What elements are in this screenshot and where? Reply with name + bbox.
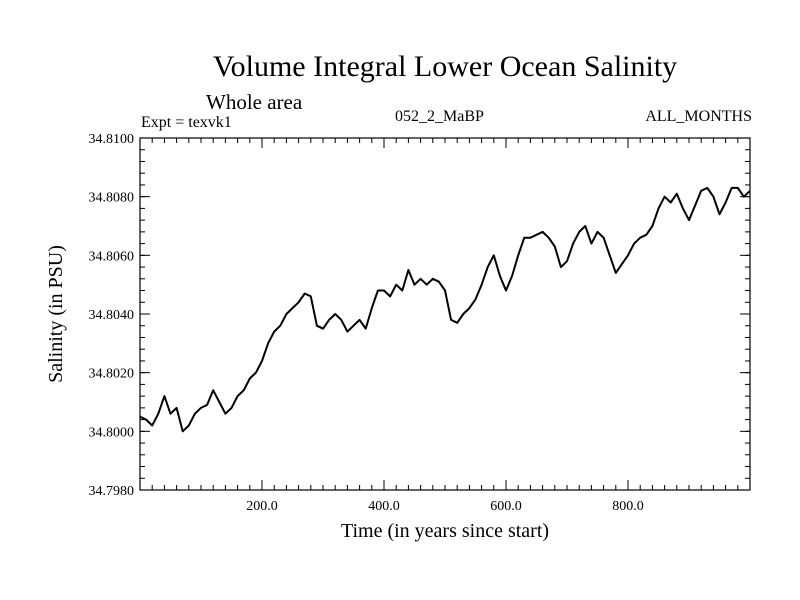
x-tick-label: 800.0 — [612, 499, 644, 514]
y-axis-label: Salinity (in PSU) — [45, 245, 67, 383]
y-tick-label: 34.7980 — [89, 484, 135, 499]
x-tick-label: 400.0 — [368, 499, 400, 514]
x-axis-label: Time (in years since start) — [341, 520, 549, 542]
x-tick-label: 200.0 — [246, 499, 278, 514]
x-axis-ticks: 200.0 400.0 600.0 800.0 — [151, 138, 739, 514]
y-tick-label: 34.8060 — [89, 249, 135, 264]
chart-subtitle: Whole area — [206, 90, 303, 114]
y-tick-label: 34.8040 — [89, 308, 135, 323]
y-tick-label: 34.8080 — [89, 191, 135, 206]
period-label: ALL_MONTHS — [645, 108, 752, 125]
y-axis-ticks: 34.7980 34.8000 34.8020 34.8040 34.8060 34.80… — [89, 132, 750, 499]
run-id-label: 052_2_MaBP — [395, 108, 484, 125]
x-tick-label: 600.0 — [490, 499, 522, 514]
chart-title: Volume Integral Lower Ocean Salinity — [212, 50, 678, 83]
plot-frame — [139, 137, 751, 491]
experiment-label: Expt = texvk1 — [141, 114, 232, 131]
y-tick-label: 34.8020 — [89, 367, 135, 382]
y-tick-label: 34.8100 — [89, 132, 135, 147]
salinity-series-line — [139, 186, 751, 433]
y-tick-label: 34.8000 — [89, 425, 135, 440]
